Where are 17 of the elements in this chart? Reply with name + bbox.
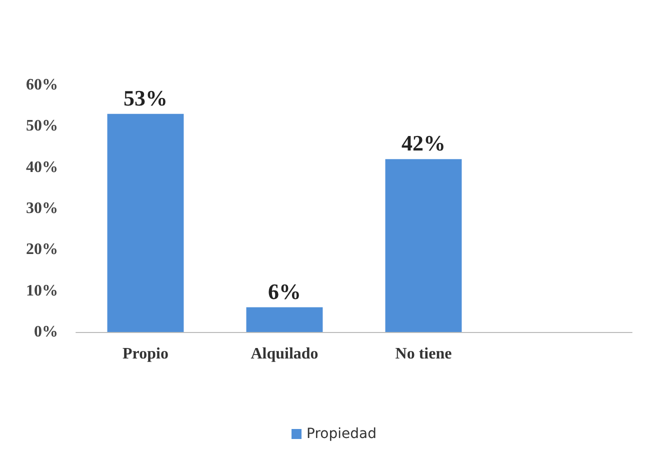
legend-label: Propiedad bbox=[306, 426, 376, 442]
x-tick-label: No tiene bbox=[395, 346, 452, 362]
bar bbox=[107, 114, 184, 332]
y-tick-label: 50% bbox=[26, 118, 58, 135]
y-tick-label: 20% bbox=[26, 241, 58, 258]
y-tick-label: 0% bbox=[34, 324, 58, 340]
x-tick-label: Propio bbox=[122, 346, 168, 362]
y-tick-label: 40% bbox=[26, 158, 58, 176]
bar bbox=[385, 159, 462, 332]
y-tick-label: 30% bbox=[26, 200, 58, 217]
y-tick-label: 60% bbox=[26, 76, 58, 94]
data-label: 42% bbox=[402, 130, 446, 156]
bar bbox=[246, 307, 323, 332]
data-label: 53% bbox=[124, 85, 168, 110]
data-label: 6% bbox=[268, 278, 301, 304]
x-tick-label: Alquilado bbox=[250, 346, 318, 362]
y-tick-label: 10% bbox=[26, 282, 58, 300]
